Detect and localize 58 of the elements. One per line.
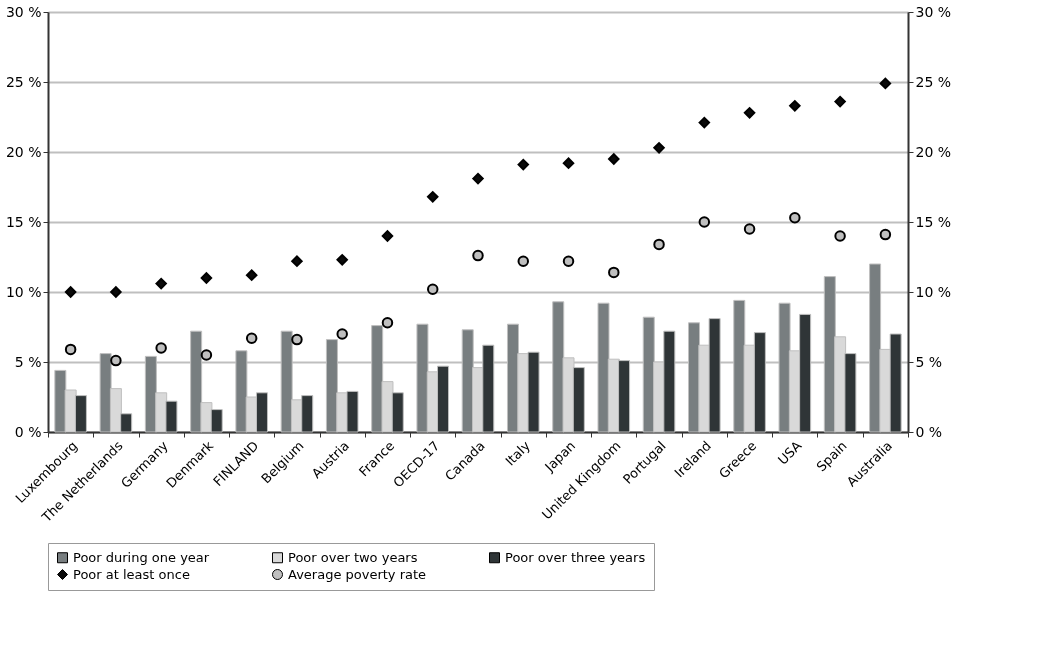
y2-tick-label: 20 %: [915, 143, 952, 160]
y2-tick-label: 5 %: [915, 353, 943, 370]
y-tick-label: 20 %: [5, 143, 42, 160]
point: [381, 230, 394, 242]
point: [200, 272, 213, 284]
point: [64, 286, 77, 298]
legend-label: Poor over three years: [505, 549, 646, 565]
y-tick-label: 25 %: [5, 73, 42, 90]
x-tick-label: USA: [774, 438, 805, 468]
point: [743, 223, 756, 235]
point: [517, 158, 530, 171]
point: [653, 238, 665, 251]
point: [698, 116, 711, 129]
point: [608, 266, 620, 279]
point: [426, 283, 439, 295]
point: [879, 228, 892, 241]
y-tick-label: 0 %: [14, 423, 42, 440]
point: [245, 269, 258, 281]
point: [426, 191, 439, 203]
point: [64, 343, 77, 356]
point: [155, 342, 167, 354]
legend-label: Poor at least once: [73, 566, 190, 582]
legend-label: Poor over two years: [288, 549, 418, 565]
point: [834, 230, 846, 242]
point: [110, 286, 122, 298]
point: [291, 255, 303, 267]
point: [291, 333, 303, 346]
point: [879, 77, 892, 90]
point: [336, 254, 348, 266]
point: [472, 172, 484, 185]
y2-tick-label: 15 %: [915, 213, 952, 230]
y-tick-label: 15 %: [5, 213, 42, 230]
y-tick-label: 5 %: [14, 353, 42, 370]
y-tick-label: 10 %: [5, 283, 42, 300]
point: [562, 255, 575, 267]
point: [789, 212, 801, 224]
point: [653, 142, 665, 154]
y2-tick-label: 25 %: [915, 73, 952, 90]
point: [381, 317, 394, 329]
point: [110, 354, 122, 367]
point: [789, 100, 801, 112]
y2-tick-label: 10 %: [915, 283, 952, 300]
point: [698, 216, 711, 228]
y2-tick-label: 0 %: [915, 423, 943, 440]
point: [336, 328, 348, 340]
point: [200, 349, 213, 361]
point: [608, 153, 620, 165]
point: [834, 95, 846, 108]
point: [517, 255, 530, 267]
point: [562, 157, 575, 169]
point: [155, 277, 167, 290]
legend-label: Average poverty rate: [288, 566, 427, 582]
point: [743, 107, 756, 119]
point: [245, 332, 258, 344]
y-tick-label: 30 %: [5, 3, 42, 20]
point: [472, 249, 484, 262]
y2-tick-label: 30 %: [915, 3, 952, 20]
legend-label: Poor during one year: [73, 549, 210, 565]
